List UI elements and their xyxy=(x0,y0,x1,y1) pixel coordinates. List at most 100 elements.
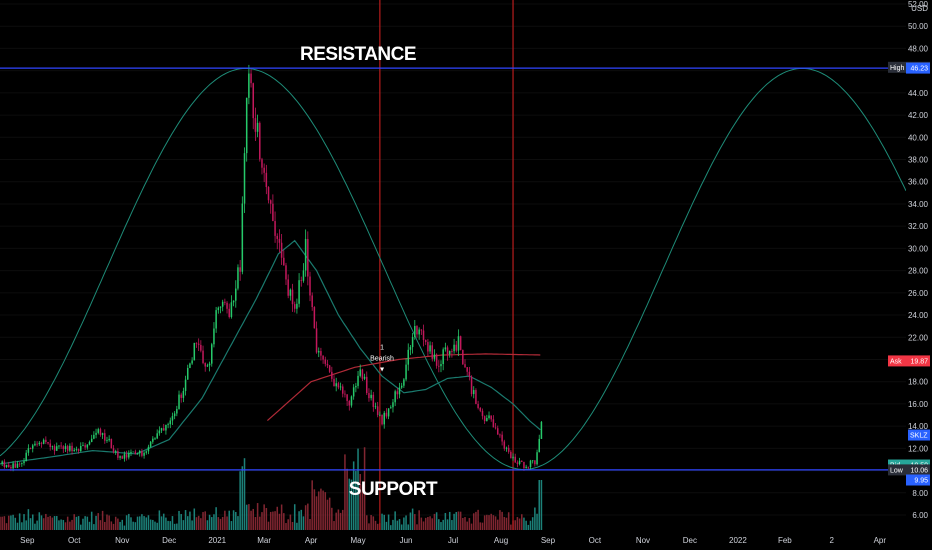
candle-body xyxy=(501,434,503,442)
candle-body xyxy=(77,449,80,452)
candle-body xyxy=(479,407,482,411)
volume-bar xyxy=(479,522,482,530)
candle-body xyxy=(160,428,163,431)
candle-body xyxy=(232,300,235,303)
candle-body xyxy=(112,448,115,453)
volume-bar xyxy=(374,520,377,530)
candle-body xyxy=(97,429,100,433)
volume-bar xyxy=(499,510,501,530)
candle-body xyxy=(370,394,372,399)
volume-bar xyxy=(390,525,392,530)
volume-bar xyxy=(429,516,431,530)
candle-body xyxy=(451,351,453,352)
candle-body xyxy=(398,387,401,395)
volume-bar xyxy=(296,522,298,530)
cycle-curve xyxy=(0,67,907,471)
candle-body xyxy=(110,438,113,449)
candle-body xyxy=(387,408,390,417)
candle-body xyxy=(352,387,355,397)
price-tag-label: High xyxy=(890,65,905,72)
volume-bar xyxy=(239,471,241,530)
candle-body xyxy=(210,344,213,364)
volume-bar xyxy=(101,510,104,530)
volume-bar xyxy=(527,524,530,530)
candle-body xyxy=(527,466,530,468)
candle-body xyxy=(5,464,8,467)
candle-body xyxy=(324,359,327,364)
price-tag xyxy=(906,474,930,486)
candle-body xyxy=(514,456,516,463)
candle-body xyxy=(12,463,14,469)
candle-body xyxy=(228,308,230,317)
volume-bar xyxy=(307,503,309,530)
volume-bar xyxy=(193,508,196,530)
volume-bar xyxy=(106,514,108,530)
volume-bar xyxy=(503,516,506,530)
volume-bar xyxy=(477,509,479,530)
indicator-curves xyxy=(0,67,907,471)
moving-average-red xyxy=(267,353,541,422)
price-tick-label: 8.00 xyxy=(912,489,928,498)
candle-body xyxy=(510,451,512,459)
candle-body xyxy=(66,446,69,451)
candle-body xyxy=(55,446,58,451)
candle-body xyxy=(518,460,521,464)
volume-bar xyxy=(180,514,182,530)
price-tick-label: 6.00 xyxy=(912,511,928,520)
candle-body xyxy=(298,280,300,304)
volume-bar xyxy=(370,515,372,530)
candle-body xyxy=(409,347,412,350)
volume-bar xyxy=(60,519,62,530)
candle-body xyxy=(492,419,495,428)
volume-bar xyxy=(23,514,25,530)
candle-body xyxy=(315,328,318,353)
candle-body xyxy=(145,451,148,453)
candle-body xyxy=(333,378,335,387)
candle-body xyxy=(516,462,519,464)
time-tick-label: Aug xyxy=(494,536,508,545)
candle-body xyxy=(165,424,167,431)
candle-body xyxy=(350,396,353,406)
candle-body xyxy=(36,443,38,445)
volume-bar xyxy=(523,517,525,530)
volume-bar xyxy=(396,520,399,530)
price-axis[interactable]: 6.008.0010.0012.0014.0016.0018.0020.0022… xyxy=(906,0,932,550)
volume-bar xyxy=(62,519,65,530)
candle-body xyxy=(523,461,525,469)
candle-body xyxy=(245,97,248,154)
candle-body xyxy=(529,460,532,468)
volume-bar xyxy=(453,513,455,530)
candle-body xyxy=(167,424,169,426)
volume-bar xyxy=(302,516,305,530)
candle-body xyxy=(300,280,303,282)
candle-body xyxy=(16,463,19,468)
time-axis[interactable]: Sep Oct Nov Dec 2021 Mar Apr May Jun Jul Aug Sep Oct… xyxy=(20,536,886,545)
volume-bar xyxy=(407,524,410,530)
volume-bar xyxy=(38,512,41,530)
price-tick-label: 16.00 xyxy=(908,400,929,409)
volume-bar xyxy=(97,513,100,530)
candle-body xyxy=(132,451,134,453)
volume-bar xyxy=(184,510,187,530)
volume-bar xyxy=(540,480,543,530)
volume-bar xyxy=(219,518,222,530)
candle-body xyxy=(475,390,477,404)
volume-bar xyxy=(162,513,165,530)
candle-body xyxy=(269,200,272,204)
volume-bar xyxy=(293,504,296,530)
signal-label: Bearish xyxy=(370,355,394,362)
candle-body xyxy=(73,449,75,452)
candle-body xyxy=(3,461,6,467)
candle-body xyxy=(462,350,464,365)
candle-body xyxy=(221,301,224,307)
price-tag-value: 9.95 xyxy=(914,478,928,485)
volume-bar xyxy=(143,516,145,530)
volume-bar xyxy=(145,517,148,530)
candle-body xyxy=(197,343,200,345)
candle-body xyxy=(226,302,228,309)
volume-bar xyxy=(510,524,512,530)
volume-bar xyxy=(387,514,390,530)
volume-bar xyxy=(58,520,60,530)
volume-bar xyxy=(518,518,521,530)
